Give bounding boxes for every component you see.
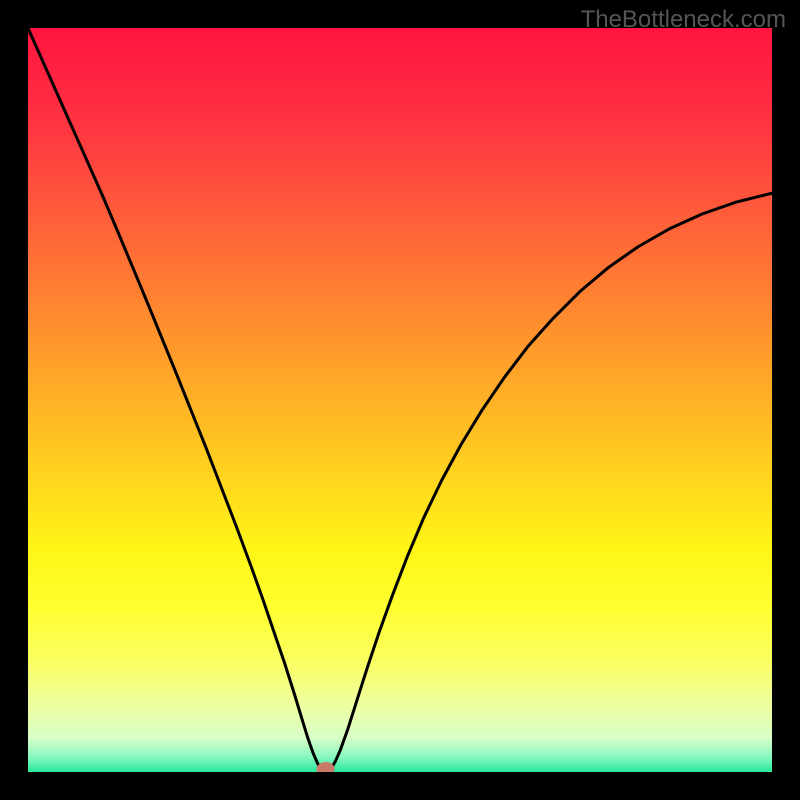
plot-area xyxy=(28,28,772,772)
bottleneck-curve-svg xyxy=(28,28,772,772)
chart-container: TheBottleneck.com xyxy=(0,0,800,800)
bottleneck-curve-path xyxy=(28,28,772,772)
watermark-text: TheBottleneck.com xyxy=(581,6,786,34)
